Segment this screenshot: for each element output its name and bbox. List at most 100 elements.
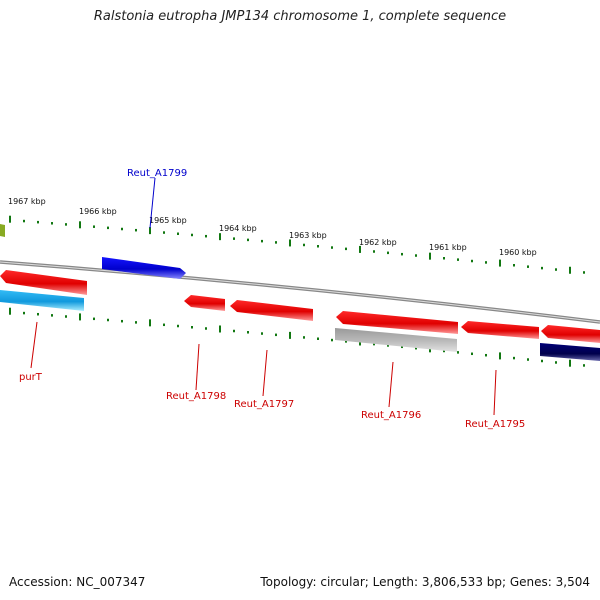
major-tick (219, 325, 221, 333)
chromosome-backbone-highlight (0, 261, 600, 323)
minor-tick (303, 243, 305, 247)
minor-tick (205, 327, 207, 330)
minor-tick (415, 254, 417, 257)
minor-tick (471, 259, 473, 263)
gene-reut-a1798[interactable] (184, 295, 225, 311)
gene-red-right[interactable] (541, 325, 600, 343)
minor-tick (93, 317, 95, 321)
minor-tick (65, 223, 67, 226)
major-tick (149, 319, 151, 327)
minor-tick (331, 246, 333, 249)
minor-tick (23, 219, 25, 223)
gene-label-reut-a1797[interactable]: Reut_A1797 (234, 399, 294, 410)
minor-tick (345, 340, 347, 343)
major-tick (149, 227, 151, 235)
minor-tick (121, 319, 123, 323)
minor-tick (485, 353, 487, 357)
major-tick (9, 307, 11, 315)
minor-tick (37, 312, 39, 316)
minor-tick (205, 234, 207, 238)
minor-tick (233, 329, 235, 333)
minor-tick (527, 265, 529, 268)
gene-label-reut-a1798[interactable]: Reut_A1798 (166, 391, 226, 402)
minor-tick (191, 326, 193, 329)
minor-tick (457, 351, 459, 354)
scale-label: 1962 kbp (359, 238, 397, 247)
major-tick (499, 352, 501, 360)
minor-tick (541, 266, 543, 270)
minor-tick (163, 231, 165, 234)
minor-tick (317, 337, 319, 340)
gene-reut-a1799[interactable] (102, 257, 186, 279)
scale-label: 1963 kbp (289, 231, 327, 240)
scale-outer-ticks (9, 215, 585, 274)
scale-label: 1965 kbp (149, 216, 187, 225)
minor-tick (177, 324, 179, 328)
minor-tick (51, 314, 53, 317)
minor-tick (93, 225, 95, 228)
minor-tick (191, 233, 193, 237)
minor-tick (345, 247, 347, 251)
major-tick (359, 245, 361, 253)
gene-cyan-left[interactable] (0, 290, 84, 311)
gene-label-purT[interactable]: purT (19, 372, 43, 383)
minor-tick (401, 252, 403, 256)
major-tick (289, 239, 291, 247)
minor-tick (135, 228, 137, 232)
map-title: Ralstonia eutropha JMP134 chromosome 1, … (93, 9, 507, 24)
gene-grey[interactable] (335, 328, 457, 352)
minor-tick (583, 364, 585, 367)
minor-tick (527, 358, 529, 361)
minor-tick (275, 241, 277, 244)
minor-tick (275, 333, 277, 337)
minor-tick (443, 257, 445, 260)
genome-summary-text: Topology: circular; Length: 3,806,533 bp… (260, 575, 590, 589)
gene-olive-fragment[interactable] (0, 224, 5, 237)
gene-label-reut-a1795[interactable]: Reut_A1795 (465, 419, 525, 430)
major-tick (9, 215, 11, 223)
minor-tick (303, 336, 305, 339)
gene-label-reut-a1796[interactable]: Reut_A1796 (361, 410, 421, 421)
major-tick (429, 252, 431, 260)
major-tick (79, 221, 81, 229)
minor-tick (107, 226, 109, 230)
scale-label: 1967 kbp (8, 197, 46, 206)
major-tick (569, 359, 571, 367)
minor-tick (261, 332, 263, 335)
minor-tick (541, 359, 543, 363)
minor-tick (51, 222, 53, 225)
gene-purT[interactable] (0, 270, 87, 295)
minor-tick (555, 268, 557, 271)
gene-label-reut-a1799[interactable]: Reut_A1799 (127, 168, 187, 179)
scale-label: 1960 kbp (499, 248, 537, 257)
minor-tick (135, 321, 137, 324)
major-tick (79, 313, 81, 321)
minor-tick (513, 356, 515, 360)
minor-tick (23, 311, 25, 315)
gene-reut-a1796[interactable] (336, 311, 458, 334)
minor-tick (37, 220, 39, 224)
accession-text: Accession: NC_007347 (9, 575, 146, 589)
minor-tick (247, 331, 249, 334)
minor-tick (485, 261, 487, 264)
gene-reut-a1797[interactable] (230, 300, 313, 321)
scale-label: 1966 kbp (79, 207, 117, 216)
leader-line-reut-a1799 (149, 177, 156, 229)
minor-tick (401, 345, 403, 349)
leader-line-purT (30, 321, 38, 369)
minor-tick (247, 238, 249, 242)
major-tick (569, 266, 571, 274)
minor-tick (233, 237, 235, 240)
leader-line-reut-a1798 (195, 343, 200, 391)
major-tick (499, 259, 501, 267)
minor-tick (555, 361, 557, 364)
minor-tick (471, 352, 473, 356)
gene-navy-right[interactable] (540, 343, 600, 361)
minor-tick (163, 323, 165, 327)
minor-tick (261, 239, 263, 243)
leader-line-reut-a1795 (493, 369, 497, 416)
scale-label: 1964 kbp (219, 224, 257, 233)
minor-tick (121, 227, 123, 231)
gene-reut-a1795[interactable] (461, 321, 539, 339)
